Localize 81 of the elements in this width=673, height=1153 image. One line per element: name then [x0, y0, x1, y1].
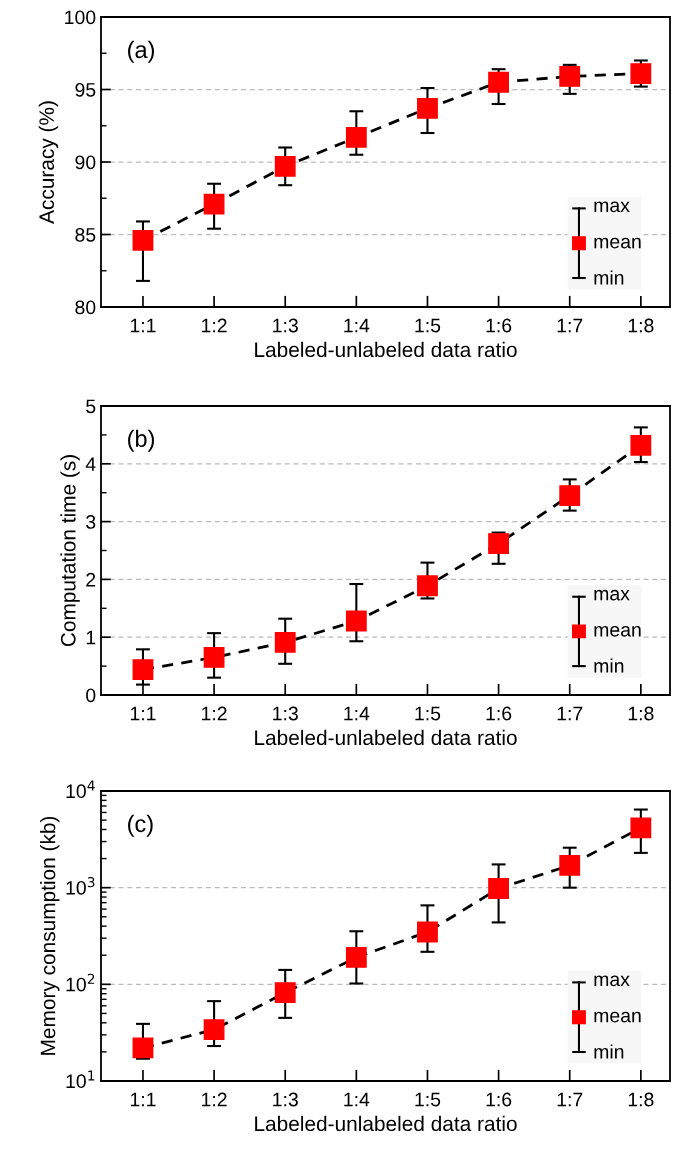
y-tick-label: 5	[86, 399, 96, 414]
x-axis-title: Labeled-unlabeled data ratio	[255, 1115, 517, 1132]
point	[630, 817, 652, 839]
x-tick-label: 1:1	[130, 318, 156, 333]
y-tick-label: 80	[75, 300, 96, 315]
x-tick-label: 1:5	[415, 1092, 441, 1107]
x-tick-label: 1:2	[202, 706, 227, 721]
point	[417, 575, 438, 597]
legend-label: mean	[594, 625, 641, 637]
x-tick-label: 1:3	[273, 1092, 298, 1107]
y-axis-title: Computation time (s)	[60, 455, 80, 647]
y-tick-label: 0	[86, 688, 96, 703]
x-tick-label: 1:6	[486, 318, 512, 333]
x-tick-label: 1:8	[628, 706, 654, 721]
x-tick-label: 1:1	[130, 706, 156, 721]
legend-label: mean	[594, 1011, 641, 1023]
point	[274, 982, 296, 1004]
annotation: max	[594, 201, 630, 213]
x-tick-label: 1:2	[202, 1092, 227, 1107]
point	[417, 97, 438, 119]
y-tick-label: 90	[75, 155, 96, 170]
y-tick-label: 100	[65, 10, 96, 25]
point	[417, 921, 438, 943]
y-axis-title: Accuracy (%)	[38, 101, 59, 224]
x-tick-label: 1:3	[273, 706, 298, 721]
point	[345, 610, 367, 632]
x-tick-label: 1:3	[273, 318, 298, 333]
x-tick-label: 1:6	[486, 706, 512, 721]
point	[488, 533, 510, 554]
annotation: min	[594, 658, 624, 673]
x-tick-label: 1:2	[202, 318, 227, 333]
y-tick-label: 10$^{3}$	[66, 877, 95, 895]
point	[132, 1037, 154, 1059]
legend-label: mean	[594, 237, 641, 249]
y-tick-label: 10$^{4}$	[66, 780, 95, 799]
point	[345, 946, 367, 968]
x-tick-label: 1:5	[415, 318, 441, 333]
point	[132, 229, 154, 251]
x-tick-label: 1:7	[557, 706, 583, 721]
x-tick-label: 1:4	[344, 318, 370, 333]
x-tick-label: 1:4	[344, 1092, 370, 1107]
point	[559, 485, 581, 507]
x-tick-label: 1:5	[415, 706, 441, 721]
point	[345, 126, 367, 148]
y-tick-label: 4	[85, 457, 96, 471]
annotation: (b)	[128, 429, 154, 452]
y-tick-label: 2	[86, 572, 96, 587]
point	[559, 66, 581, 87]
x-tick-label: 1:7	[557, 318, 583, 333]
point	[203, 193, 225, 215]
annotation: max	[594, 975, 630, 987]
y-tick-label: 10$^{2}$	[66, 973, 95, 992]
y-tick-label: 3	[86, 515, 96, 529]
y-tick-label: 10$^{1}$	[66, 1070, 95, 1089]
y-tick-label: 95	[75, 82, 96, 97]
annotation: min	[594, 1044, 624, 1059]
annotation: (c)	[128, 814, 153, 837]
point	[559, 854, 581, 876]
annotation: min	[594, 270, 624, 285]
x-tick-label: 1:8	[628, 318, 654, 333]
point	[203, 1019, 225, 1041]
y-axis-title: Memory consumption (kb)	[40, 816, 60, 1055]
x-tick-label: 1:7	[557, 1092, 583, 1107]
point	[203, 647, 225, 668]
y-tick-label: 1	[86, 630, 96, 645]
point	[488, 878, 510, 899]
y-tick-label: 85	[75, 227, 96, 242]
point	[630, 63, 652, 84]
point	[488, 71, 510, 93]
x-tick-label: 1:6	[486, 1092, 512, 1107]
point	[132, 659, 154, 680]
x-tick-label: 1:4	[344, 706, 370, 721]
annotation: max	[594, 589, 630, 601]
point	[274, 631, 296, 653]
point	[274, 155, 296, 177]
x-tick-label: 1:8	[628, 1092, 654, 1107]
point	[630, 434, 652, 456]
x-axis-title: Labeled-unlabeled data ratio	[255, 341, 517, 358]
annotation: (a)	[128, 40, 154, 63]
x-axis-title: Labeled-unlabeled data ratio	[255, 729, 517, 746]
x-tick-label: 1:1	[130, 1092, 156, 1107]
